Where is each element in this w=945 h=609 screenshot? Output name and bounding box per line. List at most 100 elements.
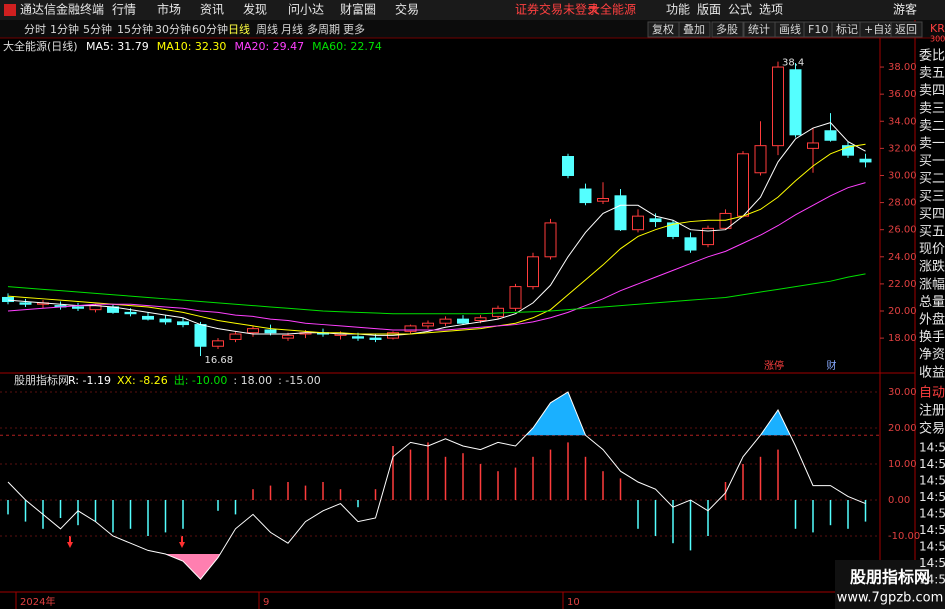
y-tick-label: 30.00: [888, 170, 917, 181]
watermark-url: www.7gpzb.com: [837, 591, 944, 606]
candle-body: [422, 322, 434, 327]
y-tick-label: 26.00: [888, 225, 917, 236]
side-sub: 300: [930, 35, 945, 44]
candle-body: [807, 142, 819, 149]
tool-button-label[interactable]: 返回: [895, 23, 917, 36]
app-name: 通达信金融终端: [20, 2, 104, 17]
candle-body: [667, 222, 679, 237]
menu-item[interactable]: 财富圈: [340, 2, 376, 17]
side-field: 卖五: [919, 66, 945, 81]
tool-button-label[interactable]: 标记: [836, 22, 858, 36]
period-tab[interactable]: 30分钟: [155, 22, 191, 36]
menu-item[interactable]: 发现: [243, 2, 267, 17]
indicator-title: 股朋指标网: [14, 373, 69, 387]
tool-button-label[interactable]: 统计: [748, 23, 770, 36]
side-time: 14:56: [919, 457, 945, 471]
side-field: 涨幅: [919, 277, 945, 292]
ma-legend: MA20: 29.47: [234, 40, 304, 53]
y-tick-label: 32.00: [888, 143, 917, 154]
side-code: KR: [930, 22, 945, 35]
tool-button-label[interactable]: 复权: [652, 22, 674, 36]
period-tab[interactable]: 周线: [256, 22, 278, 36]
period-tab[interactable]: 月线: [281, 22, 303, 36]
candle-body: [632, 215, 644, 231]
side-field: 现价: [919, 242, 945, 257]
side-time: 14:56: [919, 523, 945, 537]
candle-body: [229, 333, 242, 340]
candle-body: [649, 218, 662, 223]
menu-item[interactable]: 行情: [112, 3, 136, 17]
side-field: 卖二: [919, 119, 945, 134]
menu-item[interactable]: 问小达: [288, 3, 324, 17]
side-time: 14:56: [919, 507, 945, 521]
period-tab[interactable]: 15分钟: [117, 22, 153, 36]
menu-item[interactable]: 市场: [157, 2, 181, 17]
tool-button-label[interactable]: 叠加: [683, 23, 705, 36]
signal-arrow: [67, 536, 73, 548]
signal-arrow: [179, 536, 185, 548]
candle-body: [737, 153, 749, 217]
candle-body: [579, 188, 592, 204]
period-tab[interactable]: 60分钟: [192, 22, 228, 36]
candle-body: [247, 328, 259, 334]
period-tab[interactable]: 日线: [228, 22, 250, 36]
menu-item[interactable]: 资讯: [200, 3, 224, 17]
side-time: 14:56: [919, 540, 945, 554]
ma-legend: MA5: 31.79: [86, 40, 149, 53]
candle-body: [842, 145, 854, 156]
tool-button: [711, 21, 744, 38]
candle-body: [474, 317, 487, 321]
period-tab[interactable]: 更多: [343, 22, 365, 36]
indicator-legend: R: -1.19: [68, 374, 111, 387]
menu-item[interactable]: 交易: [395, 2, 419, 17]
chart-title: 大全能源(日线): [3, 39, 78, 53]
candle-body: [19, 302, 32, 305]
ma-legend: MA60: 22.74: [312, 40, 382, 53]
tool-button-label[interactable]: +自选: [864, 23, 895, 36]
period-tab[interactable]: 分时: [24, 23, 46, 36]
candle-body: [789, 69, 802, 136]
candle-body: [859, 158, 872, 163]
app-icon: [4, 4, 16, 16]
signal-area: [165, 554, 221, 580]
candle-body: [212, 340, 224, 347]
ma-line: [7, 182, 866, 331]
side-field: 买一: [919, 154, 945, 169]
annotation: 38.4: [782, 58, 804, 69]
candle-body: [702, 227, 714, 246]
side-field: 换手: [919, 330, 945, 345]
candle-body: [72, 306, 84, 309]
y-tick-label: 10.00: [888, 459, 917, 470]
period-tab[interactable]: 多周期: [307, 22, 340, 36]
candle-body: [439, 318, 452, 324]
menu-item[interactable]: 公式: [728, 3, 752, 17]
period-tab[interactable]: 5分钟: [83, 22, 112, 36]
menu-item[interactable]: 功能: [666, 3, 690, 17]
side-time: 14:56: [919, 441, 945, 455]
period-tab[interactable]: 1分钟: [50, 22, 79, 36]
tool-button-label[interactable]: F10: [808, 23, 828, 36]
stock-name: 大全能源: [588, 2, 636, 17]
y-tick-label: 30.00: [888, 387, 917, 398]
login-notice: 证券交易未登录: [515, 2, 599, 17]
side-lower[interactable]: 自动: [919, 386, 945, 401]
user[interactable]: 游客: [893, 2, 917, 17]
side-time: 14:56: [919, 556, 945, 570]
side-field: 外盘: [919, 312, 945, 328]
candle-body: [684, 237, 697, 251]
y-tick-label: 20.00: [888, 423, 917, 434]
side-lower[interactable]: 注册: [919, 404, 945, 419]
y-tick-label: 0.00: [888, 495, 910, 506]
candle-body: [194, 324, 207, 347]
tool-button-label[interactable]: 画线: [779, 22, 801, 36]
date-label: 2024年: [20, 595, 55, 608]
menu-item[interactable]: 选项: [759, 3, 783, 17]
side-field: 总量: [919, 295, 945, 310]
candle-body: [404, 325, 417, 332]
menu-item[interactable]: 版面: [697, 3, 721, 17]
tool-button-label[interactable]: 多股: [716, 22, 738, 36]
candle-body: [614, 195, 627, 231]
watermark-title: 股朋指标网: [850, 568, 930, 587]
side-lower[interactable]: 交易: [919, 421, 945, 437]
indicator-legend: : 18.00: [233, 374, 272, 387]
